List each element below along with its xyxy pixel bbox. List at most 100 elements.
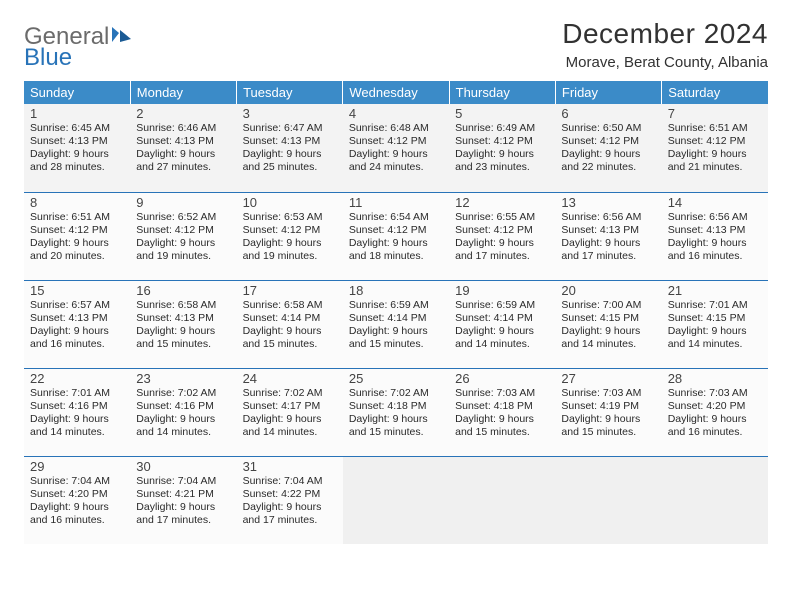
daylight-text: Daylight: 9 hours (30, 237, 124, 250)
day-number: 10 (243, 195, 337, 210)
logo-word2: Blue (24, 44, 72, 72)
day-number: 25 (349, 371, 443, 386)
calendar-day-cell: 16Sunrise: 6:58 AMSunset: 4:13 PMDayligh… (130, 280, 236, 368)
calendar-day-cell: 29Sunrise: 7:04 AMSunset: 4:20 PMDayligh… (24, 456, 130, 544)
daylight-text: Daylight: 9 hours (243, 325, 337, 338)
daylight-text: Daylight: 9 hours (668, 237, 762, 250)
day-header: Thursday (449, 81, 555, 104)
day-number: 15 (30, 283, 124, 298)
day-number: 6 (561, 106, 655, 121)
calendar-day-cell: 7Sunrise: 6:51 AMSunset: 4:12 PMDaylight… (662, 104, 768, 192)
sunset-text: Sunset: 4:21 PM (136, 488, 230, 501)
daylight-text-2: and 19 minutes. (243, 250, 337, 263)
day-header-row: Sunday Monday Tuesday Wednesday Thursday… (24, 81, 768, 104)
calendar-day-cell: 17Sunrise: 6:58 AMSunset: 4:14 PMDayligh… (237, 280, 343, 368)
day-number: 27 (561, 371, 655, 386)
day-number: 2 (136, 106, 230, 121)
daylight-text: Daylight: 9 hours (561, 413, 655, 426)
sunset-text: Sunset: 4:13 PM (668, 224, 762, 237)
daylight-text: Daylight: 9 hours (30, 501, 124, 514)
calendar-day-cell: 11Sunrise: 6:54 AMSunset: 4:12 PMDayligh… (343, 192, 449, 280)
sunrise-text: Sunrise: 6:47 AM (243, 122, 337, 135)
sunrise-text: Sunrise: 6:56 AM (668, 211, 762, 224)
calendar-empty-cell (449, 456, 555, 544)
day-number: 22 (30, 371, 124, 386)
calendar-day-cell: 4Sunrise: 6:48 AMSunset: 4:12 PMDaylight… (343, 104, 449, 192)
sunrise-text: Sunrise: 7:00 AM (561, 299, 655, 312)
daylight-text-2: and 19 minutes. (136, 250, 230, 263)
day-number: 29 (30, 459, 124, 474)
daylight-text-2: and 21 minutes. (668, 161, 762, 174)
sunrise-text: Sunrise: 6:52 AM (136, 211, 230, 224)
daylight-text: Daylight: 9 hours (136, 413, 230, 426)
calendar-day-cell: 1Sunrise: 6:45 AMSunset: 4:13 PMDaylight… (24, 104, 130, 192)
sunrise-text: Sunrise: 7:01 AM (668, 299, 762, 312)
daylight-text: Daylight: 9 hours (455, 148, 549, 161)
calendar-day-cell: 25Sunrise: 7:02 AMSunset: 4:18 PMDayligh… (343, 368, 449, 456)
day-header: Saturday (662, 81, 768, 104)
day-number: 30 (136, 459, 230, 474)
daylight-text-2: and 17 minutes. (561, 250, 655, 263)
sunrise-text: Sunrise: 7:04 AM (243, 475, 337, 488)
sunrise-text: Sunrise: 6:54 AM (349, 211, 443, 224)
daylight-text-2: and 15 minutes. (561, 426, 655, 439)
sunrise-text: Sunrise: 6:51 AM (668, 122, 762, 135)
calendar-day-cell: 26Sunrise: 7:03 AMSunset: 4:18 PMDayligh… (449, 368, 555, 456)
daylight-text: Daylight: 9 hours (136, 148, 230, 161)
calendar-day-cell: 19Sunrise: 6:59 AMSunset: 4:14 PMDayligh… (449, 280, 555, 368)
day-number: 5 (455, 106, 549, 121)
sunset-text: Sunset: 4:22 PM (243, 488, 337, 501)
sunset-text: Sunset: 4:13 PM (243, 135, 337, 148)
sunset-text: Sunset: 4:13 PM (136, 312, 230, 325)
daylight-text: Daylight: 9 hours (455, 237, 549, 250)
sunrise-text: Sunrise: 6:46 AM (136, 122, 230, 135)
sunset-text: Sunset: 4:18 PM (349, 400, 443, 413)
calendar-empty-cell (343, 456, 449, 544)
sunset-text: Sunset: 4:19 PM (561, 400, 655, 413)
sunrise-text: Sunrise: 7:02 AM (243, 387, 337, 400)
calendar-table: Sunday Monday Tuesday Wednesday Thursday… (24, 81, 768, 544)
daylight-text-2: and 23 minutes. (455, 161, 549, 174)
daylight-text: Daylight: 9 hours (349, 148, 443, 161)
calendar-day-cell: 20Sunrise: 7:00 AMSunset: 4:15 PMDayligh… (555, 280, 661, 368)
daylight-text-2: and 16 minutes. (30, 514, 124, 527)
daylight-text: Daylight: 9 hours (561, 237, 655, 250)
sunrise-text: Sunrise: 7:02 AM (136, 387, 230, 400)
sunrise-text: Sunrise: 7:02 AM (349, 387, 443, 400)
daylight-text-2: and 15 minutes. (349, 426, 443, 439)
daylight-text: Daylight: 9 hours (455, 413, 549, 426)
sunrise-text: Sunrise: 6:51 AM (30, 211, 124, 224)
calendar-day-cell: 22Sunrise: 7:01 AMSunset: 4:16 PMDayligh… (24, 368, 130, 456)
header-row: General December 2024 Morave, Berat Coun… (24, 18, 768, 71)
day-number: 17 (243, 283, 337, 298)
daylight-text-2: and 27 minutes. (136, 161, 230, 174)
daylight-text-2: and 16 minutes. (30, 338, 124, 351)
day-number: 24 (243, 371, 337, 386)
daylight-text-2: and 25 minutes. (243, 161, 337, 174)
calendar-day-cell: 2Sunrise: 6:46 AMSunset: 4:13 PMDaylight… (130, 104, 236, 192)
daylight-text-2: and 16 minutes. (668, 250, 762, 263)
sunset-text: Sunset: 4:12 PM (349, 135, 443, 148)
day-number: 1 (30, 106, 124, 121)
daylight-text-2: and 17 minutes. (136, 514, 230, 527)
calendar-day-cell: 23Sunrise: 7:02 AMSunset: 4:16 PMDayligh… (130, 368, 236, 456)
daylight-text-2: and 24 minutes. (349, 161, 443, 174)
daylight-text: Daylight: 9 hours (243, 148, 337, 161)
calendar-day-cell: 27Sunrise: 7:03 AMSunset: 4:19 PMDayligh… (555, 368, 661, 456)
sunset-text: Sunset: 4:12 PM (668, 135, 762, 148)
day-number: 14 (668, 195, 762, 210)
sunset-text: Sunset: 4:15 PM (561, 312, 655, 325)
daylight-text: Daylight: 9 hours (136, 237, 230, 250)
location-text: Morave, Berat County, Albania (562, 54, 768, 71)
calendar-week-row: 1Sunrise: 6:45 AMSunset: 4:13 PMDaylight… (24, 104, 768, 192)
day-number: 23 (136, 371, 230, 386)
sunset-text: Sunset: 4:12 PM (561, 135, 655, 148)
daylight-text-2: and 22 minutes. (561, 161, 655, 174)
sunrise-text: Sunrise: 6:58 AM (243, 299, 337, 312)
day-number: 16 (136, 283, 230, 298)
day-number: 9 (136, 195, 230, 210)
day-number: 20 (561, 283, 655, 298)
calendar-day-cell: 21Sunrise: 7:01 AMSunset: 4:15 PMDayligh… (662, 280, 768, 368)
daylight-text: Daylight: 9 hours (349, 325, 443, 338)
sunrise-text: Sunrise: 7:04 AM (30, 475, 124, 488)
